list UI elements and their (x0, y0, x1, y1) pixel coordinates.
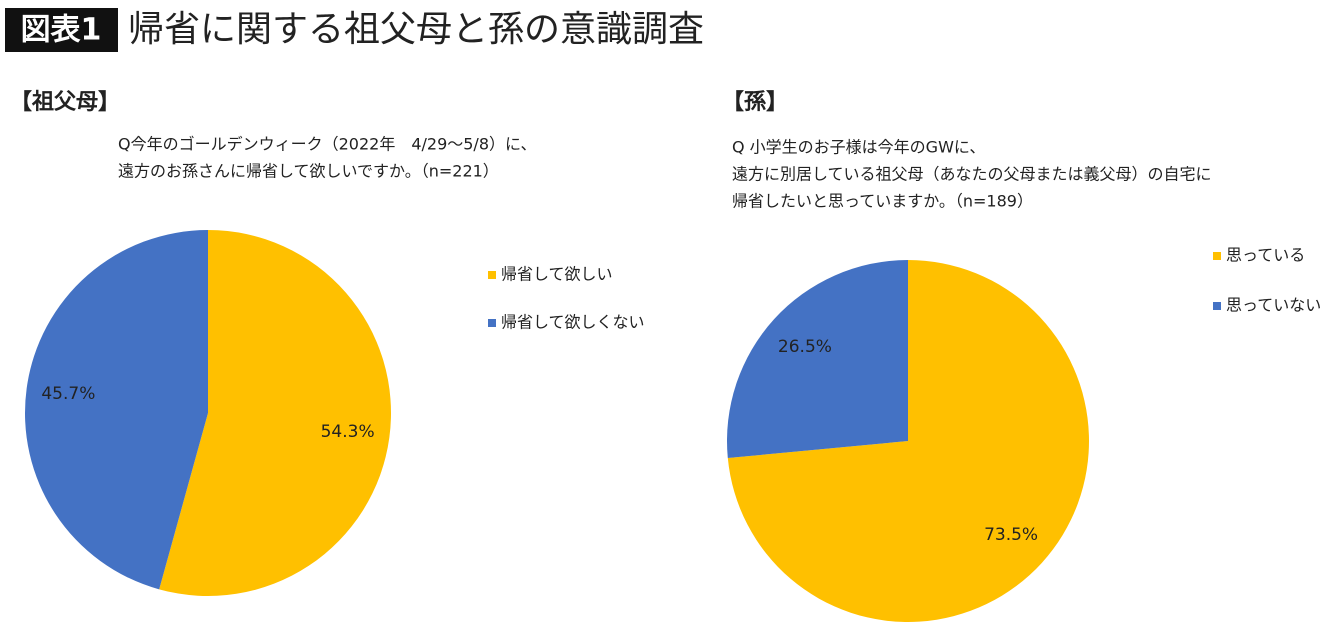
value-label: 26.5% (778, 337, 832, 357)
legend-label: 思っていない (1226, 296, 1321, 315)
section-label: 【孫】 (722, 90, 788, 115)
legend-label: 思っている (1226, 246, 1305, 265)
chart-title: 遠方に別居している祖父母（あなたの父母または義父母）の自宅に (732, 165, 1212, 184)
page-title: 帰省に関する祖父母と孫の意識調査 (128, 9, 704, 50)
legend-marker (488, 271, 496, 279)
chart-title: Q今年のゴールデンウィーク（2022年 4/29〜5/8）に、 (118, 135, 537, 154)
legend-marker (1213, 252, 1221, 260)
value-label: 73.5% (984, 525, 1038, 545)
chart-title: Q 小学生のお子様は今年のGWに、 (732, 138, 985, 157)
chart-title: 帰省したいと思っていますか。（n=189） (732, 192, 1033, 211)
chart-title: 遠方のお孫さんに帰省して欲しいですか。（n=221） (118, 162, 499, 181)
pie-slice (727, 260, 908, 459)
legend-marker (488, 319, 496, 327)
badge: 図表1 (21, 13, 102, 48)
pie-slice (159, 230, 391, 596)
badge-box (5, 8, 118, 52)
value-label: 45.7% (41, 384, 95, 404)
legend-label: 帰省して欲しくない (501, 313, 645, 332)
pie-slice (727, 260, 1089, 623)
value-label: 54.3% (321, 422, 375, 442)
pie-slice (24, 230, 209, 590)
section-label: 【祖父母】 (10, 90, 120, 115)
legend-label: 帰省して欲しい (501, 265, 613, 284)
legend-marker (1213, 302, 1221, 310)
